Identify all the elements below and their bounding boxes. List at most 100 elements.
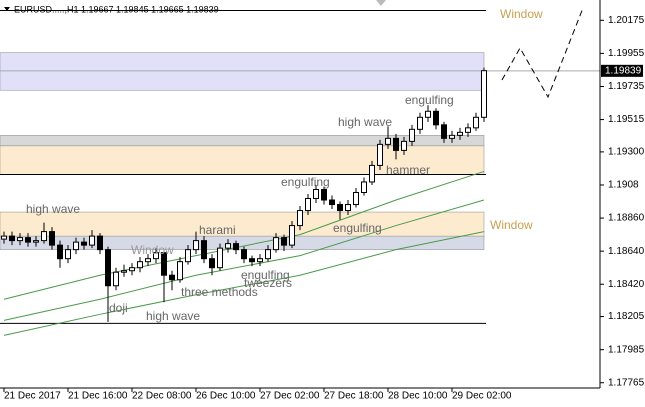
candle-body (73, 241, 79, 251)
candle-body (161, 252, 167, 276)
y-tick-label: 1.19955 (608, 48, 645, 59)
zone (0, 211, 485, 238)
annotation: harami (199, 223, 236, 237)
candle-body (249, 258, 255, 263)
candle-body (121, 270, 127, 273)
moving-average (3, 170, 485, 300)
y-tick-label: 1.18420 (608, 279, 645, 290)
candle-body (49, 231, 55, 246)
candle-body (401, 140, 407, 151)
x-tick-label: 22 Dec 08:00 (132, 391, 192, 402)
x-tick-label: 28 Dec 10:00 (388, 391, 448, 402)
x-tick-label: 21 Dec 16:00 (68, 391, 128, 402)
candle-body (385, 137, 391, 145)
candle-body (393, 137, 399, 151)
candle-body (281, 237, 287, 246)
y-tick-label: 1.19735 (608, 81, 645, 92)
candle-body (481, 70, 487, 118)
candle-body (329, 199, 335, 206)
candle-body (241, 249, 247, 260)
header: EURUSD.....,H1 1.19667 1.19845 1.19665 1… (14, 4, 219, 14)
header-icon (4, 7, 10, 11)
candle-body (113, 271, 119, 287)
forecast-path (501, 7, 584, 99)
candle-body (345, 204, 351, 212)
candle-body (297, 210, 303, 227)
y-tick-label: 1.17765 (608, 377, 645, 388)
candle-body (177, 261, 183, 281)
candle-body (305, 198, 311, 212)
plot (0, 10, 600, 336)
y-tick-label: 1.17985 (608, 344, 645, 355)
y-tick-label: 1.19515 (608, 114, 645, 125)
zone (0, 52, 485, 91)
candle-body (361, 181, 367, 193)
candle-body (265, 249, 271, 260)
candle-body (1, 235, 7, 240)
candle-body (233, 243, 239, 251)
candle-body (457, 131, 463, 136)
last-price-box (601, 64, 643, 77)
candle-body (9, 235, 15, 242)
candle-body (321, 188, 327, 201)
annotation: engulfing (241, 268, 290, 282)
y-tick-label: 1.20175 (608, 15, 645, 26)
candle-body (97, 235, 103, 251)
candle-body (153, 252, 159, 260)
candle-body (473, 116, 479, 129)
candle-body (441, 124, 447, 139)
candle-body (449, 134, 455, 139)
candle-body (105, 249, 111, 287)
candle-body (137, 261, 143, 269)
annotation: Window (131, 243, 174, 257)
candle-body (409, 128, 415, 142)
x-tick-label: 29 Dec 02:00 (452, 391, 512, 402)
candle-body (129, 267, 135, 272)
marker (376, 0, 386, 6)
annotation: high wave (146, 309, 200, 323)
candle-body (313, 188, 319, 200)
candle-body (57, 244, 63, 260)
candle-body (217, 247, 223, 269)
moving-average (3, 231, 485, 336)
candle-body (353, 191, 359, 206)
annotation: Window (490, 218, 533, 232)
last-price-label: 1.19839 (605, 65, 642, 76)
candle-body (225, 243, 231, 249)
candle-body (89, 235, 95, 246)
candle-body (377, 143, 383, 166)
candle-body (289, 225, 295, 246)
candle-body (273, 237, 279, 251)
y-tick-label: 1.19300 (608, 147, 645, 158)
annotation: engulfing (281, 175, 330, 189)
x-tick-label: 27 Dec 02:00 (260, 391, 320, 402)
candle-body (145, 258, 151, 263)
annotation: Window (500, 7, 543, 21)
candle-body (425, 110, 431, 118)
moving-average (3, 199, 485, 321)
candle-body (465, 127, 471, 133)
candle-body (433, 110, 439, 126)
y-tick-label: 1.18640 (608, 246, 645, 257)
annotation: hammer (386, 163, 430, 177)
candle-body (337, 204, 343, 212)
y-tick-label: 1.18860 (608, 213, 645, 224)
candle-body (41, 231, 47, 242)
annotation: engulfing (333, 221, 382, 235)
candle-body (81, 241, 87, 246)
candle-body (209, 258, 215, 269)
x-tick-label: 27 Dec 18:00 (324, 391, 384, 402)
candle-body (201, 240, 207, 260)
candle-body (25, 237, 31, 243)
candle-body (257, 258, 263, 263)
annotation: doji (109, 301, 128, 315)
x-tick-label: 21 Dec 2017 (4, 391, 61, 402)
candle-body (193, 240, 199, 251)
candle-body (185, 249, 191, 263)
candle-body (169, 274, 175, 281)
candle-body (33, 240, 39, 243)
x-tick-label: 26 Dec 10:00 (196, 391, 256, 402)
zone (0, 235, 485, 250)
annotation: high wave (26, 202, 80, 216)
